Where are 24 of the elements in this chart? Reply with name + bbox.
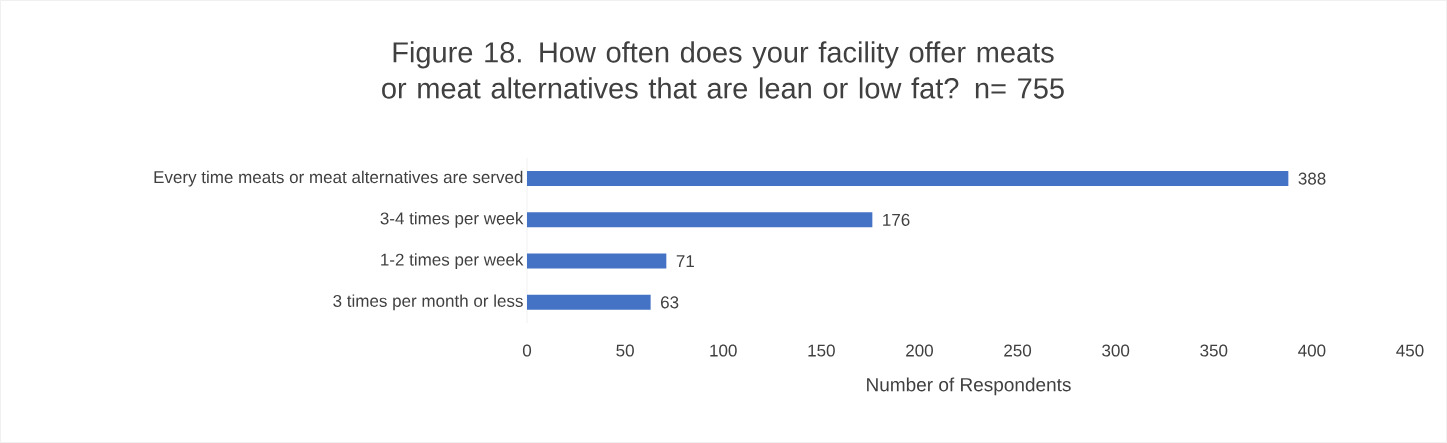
x-tick-label: 350 xyxy=(1200,344,1228,357)
chart-title: Figure 18. How often does your facility offer meats or meat alternatives that are lean or low fat? n= 755 xyxy=(382,41,1064,99)
x-tick-label: 200 xyxy=(906,344,933,357)
data-label: 71 xyxy=(676,255,694,267)
y-tick-label: 3-4 times per week xyxy=(380,211,524,228)
x-tick-label: 50 xyxy=(616,344,634,357)
x-tick-label: 100 xyxy=(710,344,737,357)
data-label: 176 xyxy=(883,213,910,226)
bar xyxy=(527,294,651,310)
x-tick-label: 300 xyxy=(1102,344,1130,357)
bar xyxy=(527,212,873,228)
x-tick-label: 0 xyxy=(522,344,532,357)
bar xyxy=(527,253,667,269)
x-axis-title: Number of Respondents xyxy=(867,377,1071,396)
x-tick-label: 400 xyxy=(1298,344,1326,357)
data-label: 388 xyxy=(1298,172,1326,185)
x-tick-label: 150 xyxy=(808,344,835,357)
data-label: 63 xyxy=(661,296,679,309)
y-tick-label: 3 times per month or less xyxy=(333,294,523,311)
y-tick-label: 1-2 times per week xyxy=(381,253,524,270)
x-tick-label: 250 xyxy=(1004,344,1032,357)
x-tick-label: 450 xyxy=(1396,344,1424,357)
bar xyxy=(527,171,1289,187)
y-tick-label: Every time meats or meat alternatives are served xyxy=(154,170,523,187)
